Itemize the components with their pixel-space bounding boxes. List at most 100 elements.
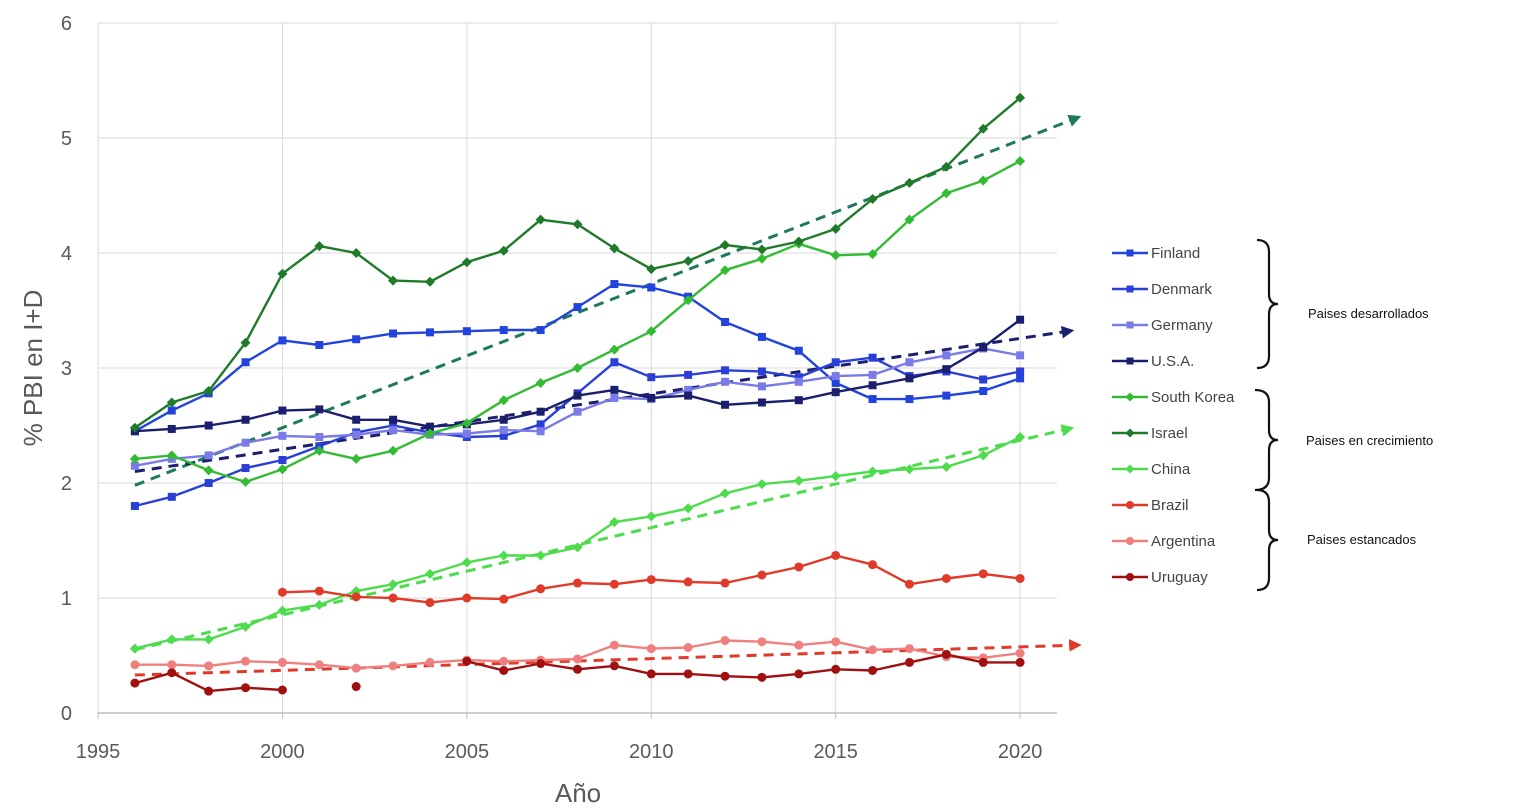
data-point [794,396,803,405]
data-point [720,488,731,499]
legend-label: Finland [1151,245,1200,262]
data-point [794,669,804,679]
data-point [277,657,287,667]
data-point [314,241,325,252]
data-point [721,318,730,326]
data-point [462,593,472,603]
data-point [130,461,139,470]
data-point [424,276,435,287]
axes: 0 1 2 3 4 5 6 1995 2000 2005 2010 2015 2020 [61,13,1057,763]
legend-marker [1125,464,1135,474]
data-point [646,644,656,654]
data-point [904,644,914,654]
data-point [1016,315,1025,324]
data-point [609,640,619,650]
y-tick-label: 0 [61,703,72,725]
y-tick-label: 1 [61,588,72,610]
data-point [573,578,582,588]
trendline-3 [134,424,1075,652]
data-point [351,682,361,692]
data-point [572,542,583,553]
data-point [1015,573,1025,583]
data-point [499,594,509,604]
data-point [277,587,287,597]
data-point [1015,156,1026,166]
data-point [462,429,471,438]
data-point [721,377,730,386]
data-point [794,640,804,650]
data-point [167,492,176,501]
x-tick-label: 2000 [260,741,305,763]
data-point [389,421,398,430]
data-point [499,656,509,666]
legend-marker [1126,573,1134,581]
series-line [134,356,1021,508]
legend-label: Uruguay [1151,569,1208,586]
series-brazil [277,550,1025,608]
data-point [831,388,840,397]
series-china [129,432,1026,654]
data-point [240,476,251,487]
data-point [904,657,914,667]
data-point [204,479,213,487]
data-point [314,445,325,456]
data-point [536,659,546,669]
group-label: Paises desarrollados [1308,306,1429,321]
legend-label: Argentina [1151,533,1216,550]
data-point [868,560,878,570]
group-paises-en-crecimiento: Paises en crecimiento [1254,388,1433,492]
data-point [830,223,841,234]
data-point [425,328,434,337]
data-point [610,280,619,289]
data-point [868,665,878,675]
data-point [646,669,656,679]
legend-marker [1126,321,1134,329]
data-point [683,503,694,514]
data-point [684,370,693,379]
legend-marker [1126,501,1134,509]
data-point [277,685,287,695]
data-point [941,461,952,472]
series-denmark [130,353,1025,510]
data-point [536,584,546,594]
data-point [240,621,251,632]
data-point [352,335,361,344]
data-point [868,370,877,379]
data-point [904,214,915,225]
data-point [572,219,583,230]
legend-label: Brazil [1151,497,1189,514]
data-point [204,421,213,430]
data-point [830,250,841,261]
x-tick-label: 2015 [813,741,858,763]
data-point [167,406,176,415]
data-point [424,428,435,439]
legend-marker [1126,357,1134,365]
trendline-2 [134,325,1075,473]
legend-label: Germany [1151,317,1213,334]
y-tick-label: 2 [61,473,72,495]
data-point [241,415,250,424]
data-point [609,344,620,355]
group-paises-desarrollados: Paises desarrollados [1256,238,1429,370]
data-point [831,372,840,381]
y-tick-label: 3 [61,358,72,380]
data-point [203,386,214,396]
legend-item-u-s-a: U.S.A. [1112,353,1194,370]
data-point [646,326,657,337]
data-point [941,161,952,172]
data-point [166,634,177,645]
legend-label: Denmark [1151,281,1212,298]
data-point [721,400,730,409]
data-point [757,367,766,376]
data-point [979,375,988,384]
data-point [793,475,804,486]
data-point [609,243,620,254]
data-series [129,92,1026,696]
data-point [1016,374,1025,383]
data-point [942,351,951,360]
data-point [278,456,287,464]
data-point [1015,92,1026,103]
data-point [831,358,840,367]
data-point [389,329,398,338]
data-point [683,295,694,306]
